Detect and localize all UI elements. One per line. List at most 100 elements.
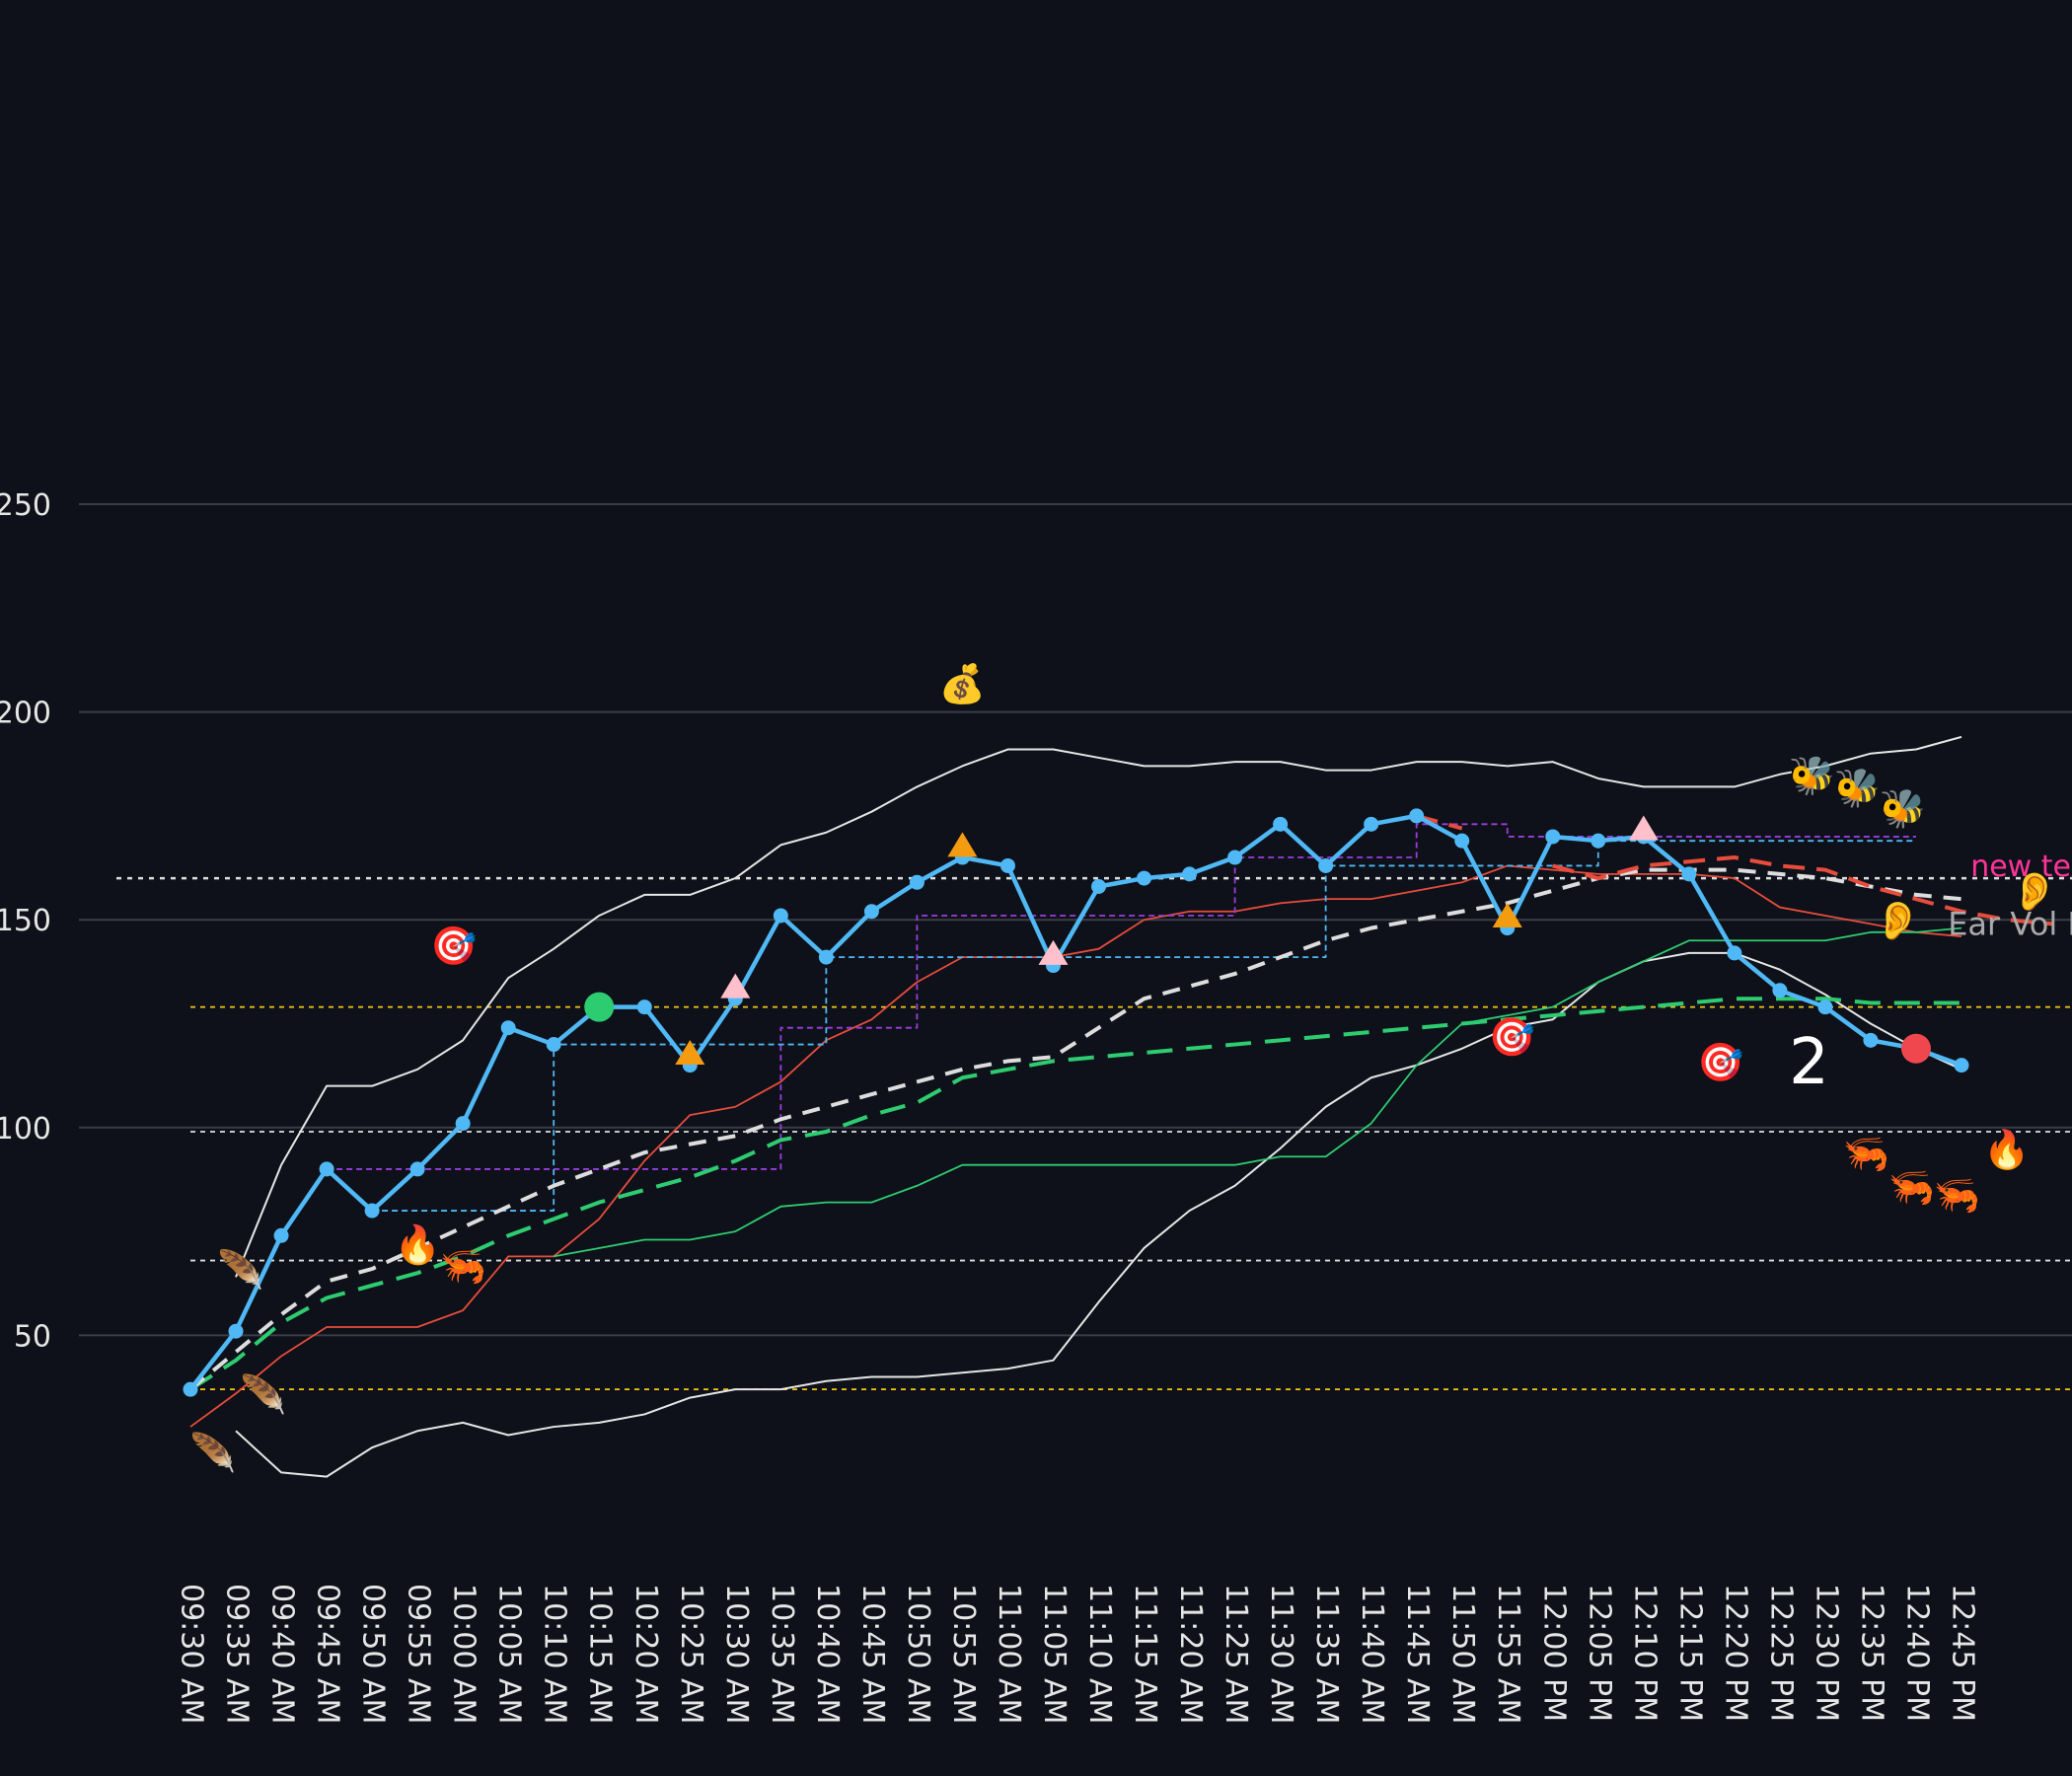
x-tick-label: 11:10 AM [1082,1584,1117,1724]
signal-triangle [947,832,978,857]
x-tick-label: 10:05 AM [492,1584,527,1724]
price-point [909,874,925,890]
price-point [183,1381,198,1397]
annotation-text: 2 [1789,1026,1829,1099]
x-tick-label: 09:40 AM [265,1584,300,1724]
price-point [1772,983,1788,999]
y-axis-ticks: 50 100 150 200 250 [0,488,51,1354]
x-tick-label: 12:15 PM [1672,1584,1707,1722]
signal-triangle [1492,902,1522,927]
x-tick-label: 12:40 PM [1899,1584,1934,1722]
series-price [188,813,1962,1391]
x-tick-label: 12:25 PM [1763,1584,1798,1722]
price-point [636,999,652,1015]
emoji-marker: 👂 [1875,899,1921,942]
price-point [1591,833,1606,849]
price-point [1227,850,1243,865]
emoji-annotations: 💰🎯🪶🪶🪶🔥🦐🎯🎯🐝🐝🐝🦐🦐🦐🔥👂👂 [189,662,2057,1474]
data-markers [183,808,1969,1397]
emoji-marker: 🐝 [1833,766,1880,809]
x-tick-label: 10:30 AM [719,1584,754,1724]
y-tick-label: 250 [0,488,51,523]
emoji-marker: 🎯 [1489,1015,1535,1059]
signal-triangle [720,973,751,999]
price-point [999,857,1015,873]
emoji-marker: 🪶 [189,1430,236,1474]
price-point [1182,866,1198,882]
annotation-text: Ear Vol POC [1948,906,2072,943]
signal-dot [1900,1033,1931,1064]
signal-triangle [1628,815,1659,841]
y-tick-label: 200 [0,697,51,731]
x-tick-label: 11:45 AM [1400,1584,1435,1724]
emoji-marker: 🐝 [1880,786,1926,830]
price-point [500,1020,516,1036]
x-tick-label: 10:50 AM [901,1584,935,1724]
emoji-marker: 🦐 [1888,1165,1935,1209]
y-tick-label: 150 [0,904,51,938]
x-tick-label: 10:45 AM [855,1584,890,1724]
x-tick-label: 09:30 AM [175,1584,209,1724]
x-tick-label: 09:35 AM [220,1584,255,1724]
grid-lines [79,503,2072,1337]
price-point [818,949,834,965]
price-point [1318,857,1334,873]
x-tick-label: 10:40 AM [810,1584,845,1724]
x-tick-label: 11:55 AM [1491,1584,1525,1724]
price-point [273,1227,289,1243]
series-lower-band [235,951,1962,1478]
x-tick-label: 09:45 AM [311,1584,345,1724]
x-tick-label: 11:40 AM [1355,1584,1389,1724]
price-point [409,1161,425,1177]
emoji-marker: 🔥 [394,1223,440,1267]
x-tick-label: 10:00 AM [447,1584,481,1724]
signal-dot [584,992,615,1022]
y-tick-label: 50 [14,1319,51,1354]
emoji-marker: 🎯 [1697,1040,1743,1083]
price-point [1545,829,1561,845]
x-tick-label: 10:15 AM [583,1584,618,1724]
emoji-marker: 🪶 [217,1247,263,1292]
x-axis-ticks: 09:30 AM 09:35 AM 09:40 AM 09:45 AM 09:50 AM… [175,1584,1980,1724]
price-point [455,1116,471,1132]
text-annotations: 2 new text Ear Vol POC [1789,850,2072,1099]
emoji-marker: 🪶 [240,1371,286,1416]
price-point [319,1161,334,1177]
x-tick-label: 11:25 AM [1219,1584,1253,1724]
emoji-marker: 🦐 [1843,1132,1889,1175]
series-lines [188,735,2053,1478]
x-tick-label: 11:30 AM [1264,1584,1298,1724]
price-point [1681,866,1697,882]
price-point [1863,1032,1879,1048]
reference-lines [116,876,2072,1391]
x-tick-label: 12:30 PM [1809,1584,1843,1722]
emoji-marker: 🐝 [1788,754,1834,797]
signal-triangle [1038,939,1069,965]
x-tick-label: 09:50 AM [356,1584,391,1724]
x-tick-label: 12:10 PM [1627,1584,1662,1722]
x-tick-label: 12:35 PM [1854,1584,1888,1722]
price-point [228,1323,244,1339]
price-point [1364,816,1379,832]
x-tick-label: 10:25 AM [674,1584,708,1724]
price-point [1091,879,1107,895]
price-point [1137,870,1152,886]
series-upper-band [235,735,1962,1278]
series-purple-step [327,823,1916,1170]
annotation-text: new text [1970,850,2072,884]
series-blue-step [372,840,1916,1212]
price-point [1273,816,1289,832]
price-point [1954,1058,1969,1073]
price-point [364,1203,380,1219]
price-point [1409,808,1425,824]
x-tick-label: 11:35 AM [1309,1584,1344,1724]
x-tick-label: 09:55 AM [402,1584,436,1724]
x-tick-label: 10:20 AM [629,1584,663,1724]
x-tick-label: 10:35 AM [765,1584,799,1724]
emoji-marker: 🔥 [1983,1128,2030,1171]
price-point [546,1037,561,1053]
x-tick-label: 11:15 AM [1128,1584,1162,1724]
x-tick-label: 11:20 AM [1173,1584,1208,1724]
price-point [1727,945,1742,961]
